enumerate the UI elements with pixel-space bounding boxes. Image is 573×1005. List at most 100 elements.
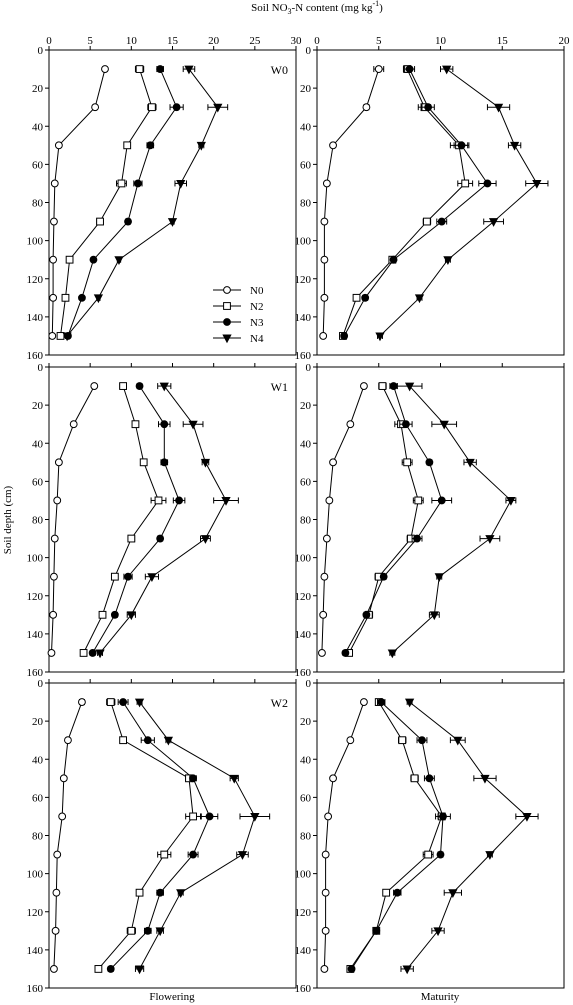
data-point-n4 xyxy=(213,103,223,113)
y-tick-label: 140 xyxy=(295,629,312,641)
y-tick-label: 60 xyxy=(300,476,312,488)
y-tick-label: 160 xyxy=(27,983,44,995)
panel-w1-maturity: 0 20 40 60 80 100 120 140 160 xyxy=(295,362,565,679)
data-point-n4 xyxy=(176,179,186,189)
data-point-n2 xyxy=(117,179,126,188)
data-point-n4 xyxy=(167,218,178,227)
data-point-n0 xyxy=(322,179,331,188)
data-point-n4 xyxy=(134,698,145,708)
data-point-n4 xyxy=(522,812,532,822)
data-point-n2 xyxy=(119,736,127,745)
data-point-n2 xyxy=(94,965,103,973)
data-point-n4 xyxy=(62,332,72,342)
data-point-n3 xyxy=(361,293,370,302)
y-tick-label: 120 xyxy=(295,907,312,919)
y-tick-label: 160 xyxy=(295,350,312,362)
data-point-n0 xyxy=(329,141,337,150)
series-line-n2 xyxy=(349,701,443,970)
data-point-n4 xyxy=(147,573,157,582)
series-line-n4 xyxy=(391,385,512,654)
data-point-n3 xyxy=(437,217,446,226)
series-line-n2 xyxy=(342,68,466,337)
data-point-n3 xyxy=(119,698,127,706)
data-point-n0 xyxy=(64,736,72,745)
data-point-n3 xyxy=(377,698,386,706)
data-point-n4 xyxy=(163,736,174,746)
top-axis-title: Soil NO3-N content (mg kg-1) xyxy=(251,0,383,16)
data-point-n3 xyxy=(78,293,86,302)
data-point-n4 xyxy=(506,496,516,506)
data-point-n3 xyxy=(143,736,152,745)
data-point-n0 xyxy=(318,649,326,657)
data-point-n3 xyxy=(413,534,421,543)
y-tick-label: 80 xyxy=(32,831,44,843)
data-point-n2 xyxy=(96,217,104,226)
data-point-n2 xyxy=(61,293,70,302)
data-point-n4 xyxy=(509,141,520,151)
data-point-n0 xyxy=(52,888,61,897)
data-point-n0 xyxy=(319,610,328,619)
data-point-n0 xyxy=(69,420,78,429)
x-tick-label: 10 xyxy=(126,35,138,47)
data-point-n0 xyxy=(325,496,334,505)
panel-label: W1 xyxy=(271,380,288,394)
data-point-n4 xyxy=(134,965,145,975)
data-point-n0 xyxy=(54,141,63,150)
series-line-n0 xyxy=(321,385,365,653)
data-point-n3 xyxy=(340,332,349,340)
data-point-n2 xyxy=(65,255,74,264)
y-tick-label: 20 xyxy=(32,716,44,728)
y-tick-label: 60 xyxy=(300,159,312,171)
x-tick-label: 25 xyxy=(249,35,261,47)
data-point-n3 xyxy=(347,965,356,973)
data-point-n4 xyxy=(443,256,453,265)
data-point-n0 xyxy=(360,382,368,390)
x-tick-label: 5 xyxy=(87,35,93,47)
data-point-n3 xyxy=(156,65,165,73)
series-line-n0 xyxy=(51,68,106,336)
data-point-n3 xyxy=(362,610,371,619)
data-point-n0 xyxy=(49,610,58,619)
y-tick-label: 40 xyxy=(32,438,44,450)
data-point-n4 xyxy=(433,927,443,937)
data-point-n3 xyxy=(146,141,155,150)
series-line-n4 xyxy=(406,701,528,970)
data-point-n3 xyxy=(425,774,434,783)
series-line-n0 xyxy=(51,385,95,653)
series-line-n2 xyxy=(83,385,160,654)
x-tick-label: 30 xyxy=(291,35,303,47)
data-point-n0 xyxy=(320,255,329,264)
data-point-n0 xyxy=(322,534,331,543)
y-tick-label: 40 xyxy=(300,438,312,450)
data-point-n0 xyxy=(329,458,337,467)
data-point-n3 xyxy=(402,420,410,429)
y-tick-label: 20 xyxy=(300,400,312,412)
legend-marker xyxy=(222,334,232,344)
series-line-n4 xyxy=(139,701,256,970)
data-point-n0 xyxy=(320,965,329,973)
data-point-n2 xyxy=(110,572,119,581)
data-point-n3 xyxy=(436,850,445,859)
legend-label: N3 xyxy=(250,317,264,329)
x-tick-label: 20 xyxy=(208,35,220,47)
panel-w0-flowering: 0 20 40 60 80 100 120 140 160 0 5 10 15 20 25 30 W0 xyxy=(27,35,303,362)
data-point-n4 xyxy=(434,573,444,582)
y-tick-label: 40 xyxy=(300,754,312,766)
data-point-n4 xyxy=(493,103,504,113)
data-point-n2 xyxy=(139,458,148,467)
data-point-n4 xyxy=(439,420,449,430)
data-point-n0 xyxy=(50,965,58,973)
data-point-n0 xyxy=(346,420,355,429)
data-point-n2 xyxy=(461,179,470,188)
data-point-n0 xyxy=(49,255,58,264)
data-point-n4 xyxy=(250,812,260,822)
panel-w2-flowering: 0 20 40 60 80 100 120 140 160 W2 xyxy=(27,678,297,995)
y-tick-label: 120 xyxy=(295,591,312,603)
data-point-n0 xyxy=(49,293,58,302)
data-point-n0 xyxy=(50,217,58,226)
y-tick-label: 80 xyxy=(300,198,312,210)
y-tick-label: 100 xyxy=(27,553,44,565)
data-point-n0 xyxy=(59,774,68,783)
data-point-n0 xyxy=(91,103,100,112)
